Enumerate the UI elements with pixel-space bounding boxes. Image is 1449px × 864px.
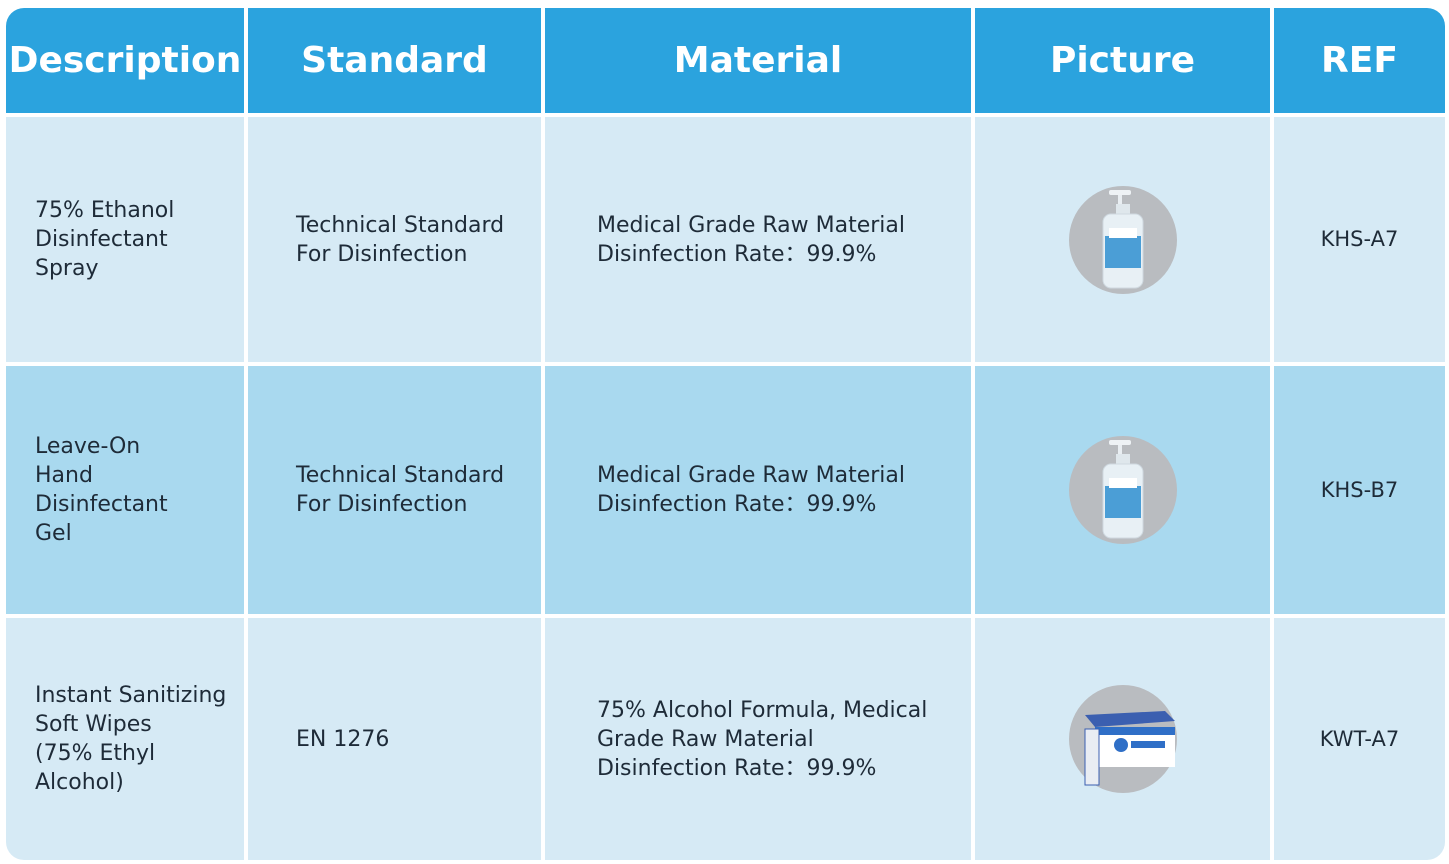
product-image <box>1068 436 1177 544</box>
product-image <box>1068 185 1177 294</box>
standard-line: Technical Standard <box>296 463 505 488</box>
ref-text: KHS-B7 <box>1320 477 1399 502</box>
picture-cell <box>975 366 1270 614</box>
description-line: Leave-On <box>35 434 141 459</box>
material-cell: 75% Alcohol Formula, Medical Grade Raw Ma… <box>545 618 971 860</box>
standard-line: For Disinfection <box>296 241 468 267</box>
description-line: Soft Wipes <box>35 712 152 737</box>
standard-line: For Disinfection <box>296 492 468 517</box>
description-cell: 75% Ethanol Disinfectant Spray <box>6 117 244 362</box>
material-line: Disinfection Rate：99.9% <box>597 755 877 781</box>
material-line: Grade Raw Material <box>597 726 814 752</box>
ref-text: KHS-A7 <box>1320 227 1399 251</box>
header-cell: Description <box>6 8 244 113</box>
description-cell: Instant Sanitizing Soft Wipes (75% Ethyl Al… <box>6 618 244 860</box>
ref-cell: KHS-B7 <box>1274 366 1445 614</box>
standard-cell: Technical Standard For Disinfection <box>248 117 541 362</box>
header-cell: Picture <box>975 8 1270 113</box>
description-line: Disinfectant <box>35 227 168 252</box>
standard-cell: Technical Standard For Disinfection <box>248 366 541 614</box>
picture-cell <box>975 618 1270 860</box>
ref-cell: KHS-A7 <box>1274 117 1445 362</box>
description-line: Spray <box>35 256 99 281</box>
material-line: Disinfection Rate：99.9% <box>597 492 877 517</box>
standard-line: Technical Standard <box>296 212 505 238</box>
ref-text: KWT-A7 <box>1319 726 1400 751</box>
product-image <box>1068 685 1177 793</box>
material-line: Disinfection Rate：99.9% <box>597 241 877 267</box>
standard-cell: EN 1276 <box>248 618 541 860</box>
description-line: Instant Sanitizing <box>35 683 227 708</box>
description-line: (75% Ethyl <box>35 741 156 766</box>
product-table: Description Standard Material Picture REF 75%… <box>6 8 1445 860</box>
material-line: 75% Alcohol Formula, Medical <box>597 697 928 723</box>
description-line: Hand <box>35 463 93 488</box>
header-cell: Material <box>545 8 971 113</box>
header-cell: REF <box>1274 8 1445 113</box>
description-line: Gel <box>35 521 72 546</box>
ref-cell: KWT-A7 <box>1274 618 1445 860</box>
standard-line: EN 1276 <box>296 726 390 752</box>
picture-cell <box>975 117 1270 362</box>
description-cell: Leave-On Hand Disinfectant Gel <box>6 366 244 614</box>
material-line: Medical Grade Raw Material <box>597 463 905 488</box>
header-cell: Standard <box>248 8 541 113</box>
material-line: Medical Grade Raw Material <box>597 212 905 238</box>
description-line: Disinfectant <box>35 492 168 517</box>
material-cell: Medical Grade Raw Material Disinfection R… <box>545 117 971 362</box>
material-cell: Medical Grade Raw Material Disinfection R… <box>545 366 971 614</box>
description-line: Alcohol) <box>35 770 124 795</box>
description-line: 75% Ethanol <box>35 198 175 223</box>
